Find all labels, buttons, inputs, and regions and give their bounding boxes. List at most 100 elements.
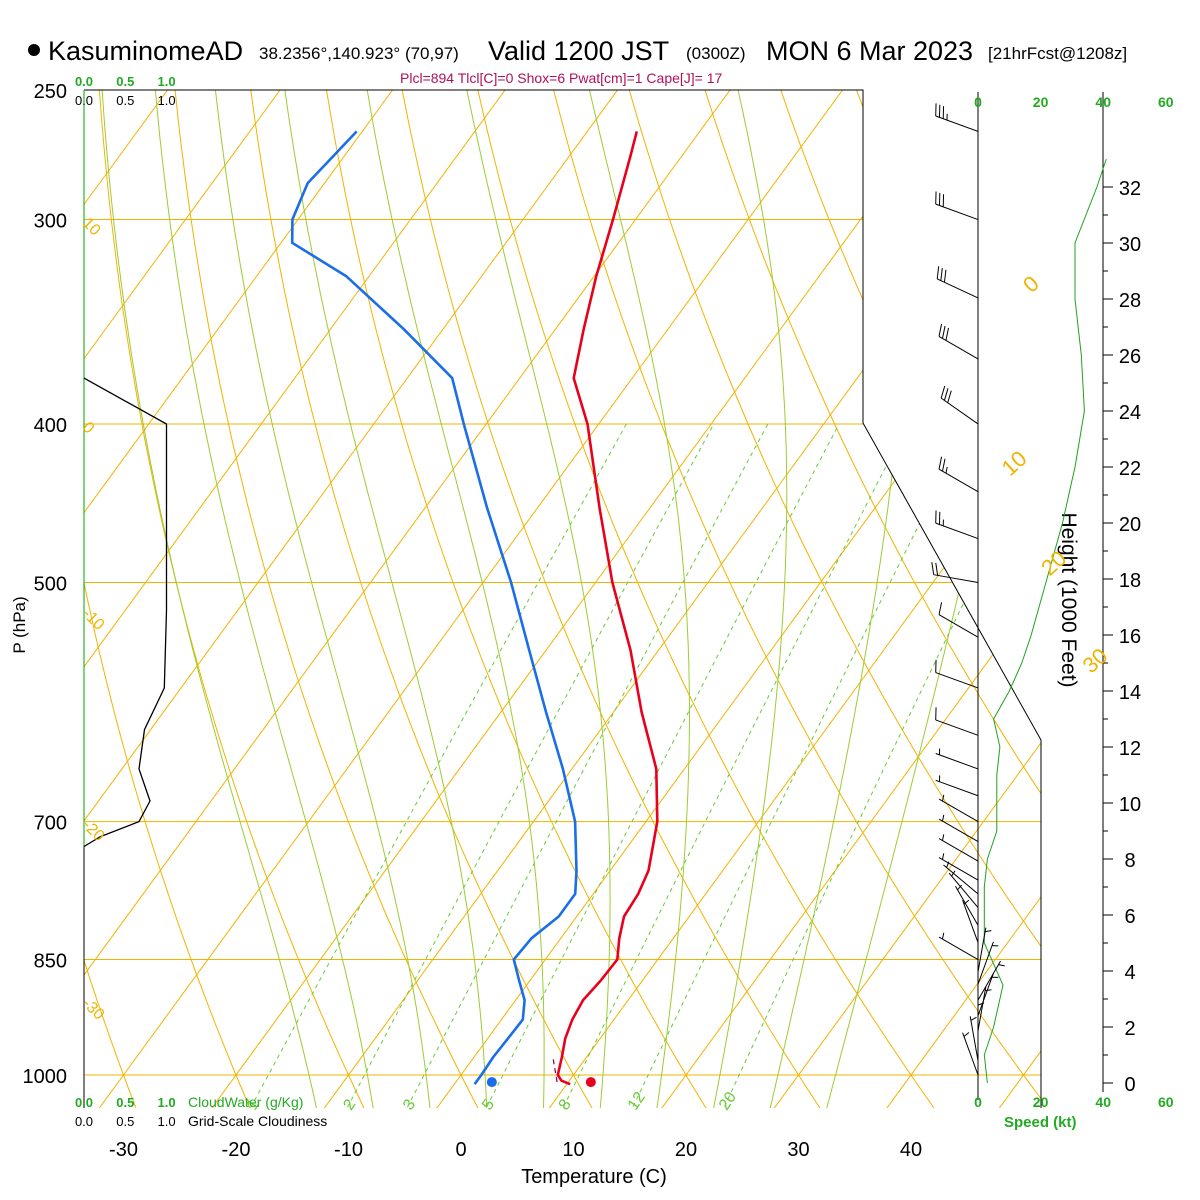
wind-barb-half	[957, 884, 963, 891]
wind-barb-staff	[938, 838, 979, 862]
wind-barb-staff	[962, 900, 979, 943]
mixing-ratio-label: 2	[340, 1096, 359, 1113]
temperature-tick-label: -10	[334, 1139, 363, 1161]
wind-barb-staff	[935, 522, 979, 540]
height-tick-label: 2	[1124, 1018, 1135, 1040]
valid-time: Valid 1200 JST	[488, 36, 670, 66]
height-tick-label: 16	[1119, 626, 1141, 648]
cloudiness-bottom-tick: 0.5	[116, 1114, 134, 1129]
wind-barb	[977, 960, 1005, 1001]
station-name: KasuminomeAD	[48, 36, 244, 66]
mixing-ratio-line	[468, 423, 840, 1108]
dry-adiabat-line	[84, 90, 255, 1108]
dry-adiabat-line	[620, 90, 1041, 1108]
cloudiness-top-tick: 0.0	[75, 93, 93, 108]
wind-barb-flag	[940, 385, 946, 399]
height-tick-label: 14	[1119, 682, 1141, 704]
wind-barb-half	[998, 964, 1005, 967]
theta-label: 0	[1018, 271, 1044, 298]
temperature-tick-label: -20	[222, 1139, 251, 1161]
wind-barb-staff	[935, 779, 979, 797]
wind-barb	[938, 323, 979, 360]
mixing-ratio-label: 20	[716, 1089, 740, 1113]
temperature-tick-label: 0	[455, 1139, 466, 1161]
isotherm-line	[84, 90, 752, 1108]
temperature-tick-label: -30	[109, 1139, 138, 1161]
cloudiness-legend: Grid-Scale Cloudiness	[188, 1113, 327, 1129]
moist-adiabat-line	[582, 90, 690, 1108]
wind-barb-half	[942, 834, 945, 841]
height-tick-label: 4	[1124, 962, 1135, 984]
wind-barb	[962, 1032, 979, 1076]
height-tick-label: 20	[1119, 514, 1141, 536]
wind-barb-staff	[935, 719, 979, 736]
height-tick-label: 24	[1119, 402, 1141, 424]
wind-barb-staff	[938, 798, 979, 823]
dry-adiabat-line	[1145, 61, 1200, 1116]
dry-adiabat-line	[845, 90, 1041, 1108]
isotherm-label: -20	[79, 817, 107, 845]
cloudiness-trace	[83, 377, 168, 848]
moist-adiabat-line	[361, 90, 545, 1108]
height-tick-label: 6	[1124, 906, 1135, 928]
moist-adiabat-line	[460, 90, 611, 1108]
isotherm-line	[84, 90, 527, 1108]
dry-adiabat-line	[545, 90, 1041, 1108]
mixing-ratio-line	[328, 423, 715, 1108]
wind-barb-half	[963, 899, 970, 905]
speed-top-tick: 20	[1033, 94, 1049, 110]
wind-barb	[943, 861, 979, 895]
speed-top-tick: 0	[974, 94, 982, 110]
wind-barb-flag	[938, 456, 943, 470]
height-tick-label: 12	[1119, 738, 1141, 760]
wind-barb-flag	[943, 269, 947, 283]
wind-barb-staff	[977, 941, 994, 985]
isotherm-line	[973, 90, 1041, 1108]
wind-barb	[955, 884, 979, 926]
isotherm-line	[84, 90, 415, 1108]
mixing-ratio-label: 3	[400, 1096, 419, 1113]
wind-barb	[935, 191, 979, 221]
dewpoint-trace	[290, 130, 578, 1085]
wind-barb	[962, 899, 979, 943]
wind-barb-staff	[955, 886, 979, 926]
wind-barb-half	[977, 1002, 985, 1006]
thermo-grid	[84, 61, 1200, 1143]
cloudwater-bottom-tick: 0.5	[116, 1095, 134, 1110]
wind-barb	[938, 794, 979, 823]
wind-barb-flag	[947, 390, 952, 403]
wind-barb	[977, 1000, 985, 1046]
wind-barb-staff	[938, 857, 979, 881]
dry-adiabat-line	[695, 90, 1041, 1108]
mixing-ratio-label: 8	[556, 1096, 575, 1113]
temperature-tick-label: 30	[787, 1139, 809, 1161]
isotherm-line	[1087, 61, 1200, 1143]
parcel-path	[552, 1056, 558, 1083]
theta-label: 10	[997, 446, 1032, 481]
wind-barb-half	[942, 932, 945, 940]
cloudwater-bottom-tick: 0.0	[75, 1095, 93, 1110]
pressure-tick-label: 700	[34, 813, 67, 835]
cloudwater-legend: CloudWater (g/Kg)	[188, 1094, 303, 1110]
cloudwater-top-tick: 1.0	[158, 74, 176, 89]
moist-adiabat-line	[99, 90, 319, 1108]
moist-adiabat-line	[711, 90, 788, 1108]
wind-barb-flag	[942, 325, 946, 339]
speed-bottom-tick: 40	[1095, 1094, 1111, 1110]
pressure-tick-label: 1000	[23, 1066, 68, 1088]
parcel-params: Plcl=894 Tlcl[C]=0 Shox=6 Pwat[cm]=1 Cap…	[400, 70, 723, 86]
wind-barb	[935, 510, 979, 540]
wind-barb-flag	[938, 323, 943, 337]
wind-barb-staff	[935, 672, 979, 689]
wind-barb-half	[970, 1016, 977, 1021]
dry-adiabat-line	[994, 90, 1041, 1108]
wind-barb-staff	[969, 1016, 979, 1061]
station-title: KasuminomeAD	[28, 36, 243, 67]
pressure-tick-label: 500	[34, 574, 67, 596]
wind-barb-flag	[945, 327, 949, 341]
wind-barb-half	[985, 930, 992, 933]
wind-barb-flag	[931, 562, 935, 575]
isotherm-line	[84, 90, 640, 1108]
mixing-ratio-line	[545, 423, 909, 1108]
